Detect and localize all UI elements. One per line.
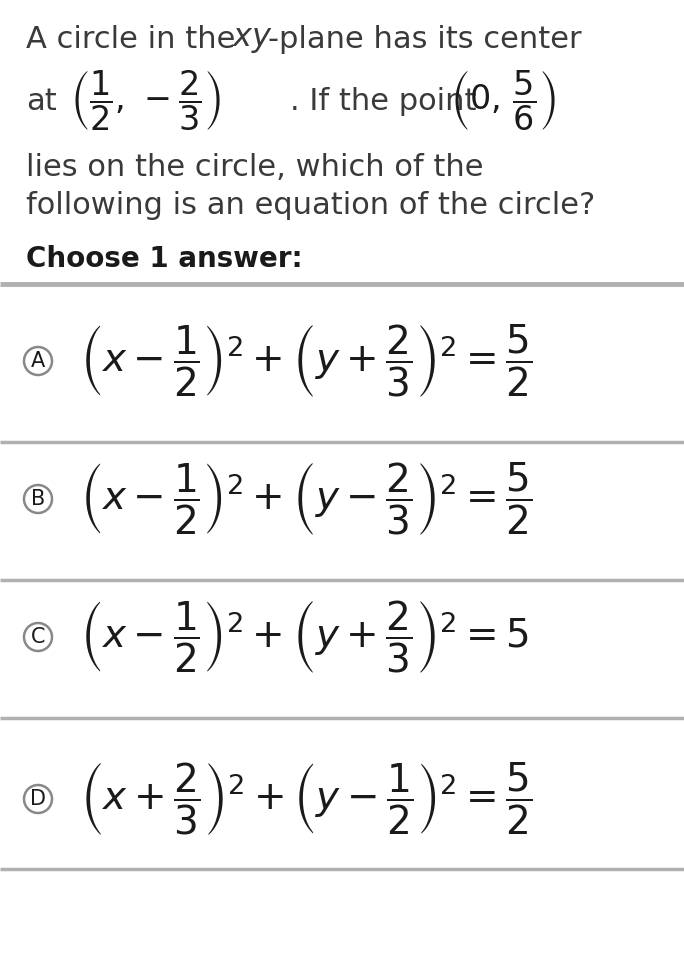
Text: $\left(x - \dfrac{1}{2}\right)^{2} + \left(y + \dfrac{2}{3}\right)^{2} = 5$: $\left(x - \dfrac{1}{2}\right)^{2} + \le… bbox=[80, 599, 529, 675]
Text: $\left(\dfrac{1}{2},\,-\dfrac{2}{3}\right)$: $\left(\dfrac{1}{2},\,-\dfrac{2}{3}\righ… bbox=[70, 69, 221, 133]
Text: lies on the circle, which of the: lies on the circle, which of the bbox=[26, 152, 484, 181]
Text: -plane has its center: -plane has its center bbox=[268, 24, 581, 53]
Text: at: at bbox=[26, 86, 57, 115]
Text: A circle in the: A circle in the bbox=[26, 24, 245, 53]
Text: D: D bbox=[30, 789, 46, 809]
Text: $\bf\it{xy}$: $\bf\it{xy}$ bbox=[232, 23, 273, 54]
Text: Choose 1 answer:: Choose 1 answer: bbox=[26, 245, 302, 273]
Text: B: B bbox=[31, 489, 45, 509]
Text: $\left(x - \dfrac{1}{2}\right)^{2} + \left(y - \dfrac{2}{3}\right)^{2} = \dfrac{: $\left(x - \dfrac{1}{2}\right)^{2} + \le… bbox=[80, 460, 532, 538]
Text: C: C bbox=[31, 627, 45, 647]
Text: $\left(x - \dfrac{1}{2}\right)^{2} + \left(y + \dfrac{2}{3}\right)^{2} = \dfrac{: $\left(x - \dfrac{1}{2}\right)^{2} + \le… bbox=[80, 323, 532, 399]
Text: A: A bbox=[31, 351, 45, 371]
Text: . If the point: . If the point bbox=[290, 86, 477, 115]
Text: $\left(x + \dfrac{2}{3}\right)^{2} + \left(y - \dfrac{1}{2}\right)^{2} = \dfrac{: $\left(x + \dfrac{2}{3}\right)^{2} + \le… bbox=[80, 761, 532, 837]
Text: $\left(0,\,\dfrac{5}{6}\right)$: $\left(0,\,\dfrac{5}{6}\right)$ bbox=[450, 69, 556, 133]
Text: following is an equation of the circle?: following is an equation of the circle? bbox=[26, 191, 595, 220]
